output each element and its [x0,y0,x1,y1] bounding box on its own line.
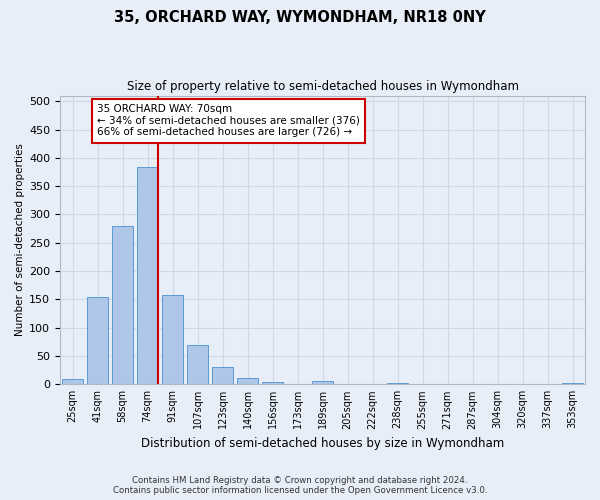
Text: Contains HM Land Registry data © Crown copyright and database right 2024.
Contai: Contains HM Land Registry data © Crown c… [113,476,487,495]
Text: 35, ORCHARD WAY, WYMONDHAM, NR18 0NY: 35, ORCHARD WAY, WYMONDHAM, NR18 0NY [114,10,486,25]
Bar [562,382,583,384]
Title: Size of property relative to semi-detached houses in Wymondham: Size of property relative to semi-detach… [127,80,518,93]
Bar [112,226,133,384]
Bar [137,168,158,384]
Bar [262,382,283,384]
Bar [212,368,233,384]
Bar [187,344,208,385]
Y-axis label: Number of semi-detached properties: Number of semi-detached properties [15,144,25,336]
Bar [62,378,83,384]
X-axis label: Distribution of semi-detached houses by size in Wymondham: Distribution of semi-detached houses by … [141,437,504,450]
Bar [237,378,258,384]
Text: 35 ORCHARD WAY: 70sqm
← 34% of semi-detached houses are smaller (376)
66% of sem: 35 ORCHARD WAY: 70sqm ← 34% of semi-deta… [97,104,359,138]
Bar [162,296,183,384]
Bar [312,381,333,384]
Bar [387,382,408,384]
Bar [87,296,108,384]
